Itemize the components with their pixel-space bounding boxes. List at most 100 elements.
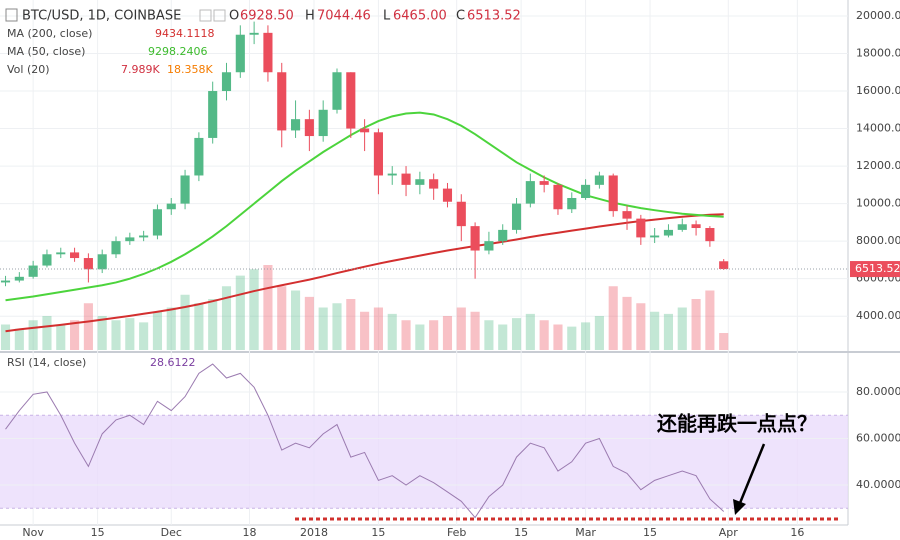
icon: [199, 9, 212, 22]
candle-body: [442, 188, 453, 202]
candle-body: [263, 32, 273, 73]
volume-bar: [401, 320, 411, 350]
volume-bar: [470, 311, 480, 350]
candle-body: [152, 209, 163, 236]
candle-body: [470, 226, 480, 251]
candle-body: [166, 203, 176, 210]
candle-body: [111, 241, 121, 255]
candle-body: [553, 184, 563, 210]
candle-body: [636, 218, 646, 238]
x-tick-label: 15: [643, 526, 657, 539]
volume-bar: [221, 286, 232, 350]
y-tick-label: 60.0000: [856, 431, 900, 444]
candle-body: [511, 203, 522, 230]
volume-bar: [429, 320, 439, 350]
volume-bar: [608, 286, 618, 350]
volume-bar: [249, 269, 259, 350]
candle-body: [0, 280, 11, 283]
x-tick-label: 15: [91, 526, 105, 539]
volume-bar: [111, 320, 121, 350]
candle-body: [567, 197, 577, 210]
candle-body: [691, 224, 701, 229]
quote-key: C: [456, 9, 465, 24]
icon: [213, 9, 226, 22]
candle-body: [221, 72, 232, 92]
volume-bar: [373, 307, 383, 350]
x-tick-label: Dec: [161, 526, 182, 539]
candle-body: [235, 34, 245, 73]
candle-body: [83, 258, 93, 270]
volume-bar: [456, 307, 466, 350]
volume-bar: [636, 303, 646, 350]
candle-body: [180, 175, 190, 204]
candle-body: [484, 241, 494, 251]
volume-bar: [691, 299, 701, 350]
quote-key: L: [383, 9, 391, 24]
volume-bar: [484, 320, 494, 350]
candle-body: [139, 235, 149, 238]
volume-bar: [360, 311, 370, 350]
candle-body: [429, 179, 439, 189]
volume-bar: [166, 307, 176, 350]
candle-body: [208, 91, 218, 138]
volume-bar: [180, 294, 190, 350]
candle-body: [346, 72, 356, 129]
volume-bar: [194, 303, 204, 350]
volume-bar: [442, 316, 453, 350]
volume-bar: [42, 316, 52, 350]
volume-bar: [56, 324, 66, 350]
legend-value: 9298.2406: [148, 45, 208, 58]
y-tick-label: 40.0000: [856, 478, 900, 491]
x-tick-label: Mar: [575, 526, 596, 539]
candle-body: [332, 72, 342, 110]
candle-body: [14, 276, 24, 281]
candle-body: [401, 173, 411, 185]
volume-bar: [14, 328, 24, 350]
volume-bar: [263, 265, 273, 350]
candle-body: [498, 229, 508, 242]
price-tag-label: 6513.52: [855, 262, 900, 275]
volume-bar: [719, 333, 729, 350]
y-tick-label: 8000.00: [856, 234, 900, 247]
y-tick-label: 12000.00: [856, 159, 900, 172]
legend-label: MA (200, close): [7, 27, 92, 40]
volume-bar: [304, 296, 314, 350]
candle-body: [456, 201, 466, 227]
volume-bar: [567, 326, 577, 350]
volume-bar: [498, 324, 508, 350]
candle-body: [622, 211, 632, 219]
candle-body: [608, 175, 618, 212]
volume-bar: [525, 313, 535, 350]
icon: [5, 8, 18, 22]
y-tick-label: 14000.00: [856, 122, 900, 135]
volume-bar: [650, 311, 660, 350]
y-tick-label: 4000.00: [856, 309, 900, 322]
y-tick-label: 10000.00: [856, 197, 900, 210]
volume-bar: [415, 324, 425, 350]
volume-bar: [235, 275, 245, 350]
volume-bar: [594, 316, 604, 350]
legend-label: MA (50, close): [7, 45, 85, 58]
volume-bar: [581, 322, 591, 350]
quote-value: 6513.52: [467, 9, 521, 24]
candle-body: [277, 72, 287, 131]
x-tick-label: 16: [790, 526, 804, 539]
candle-body: [194, 137, 204, 176]
x-tick-label: Apr: [719, 526, 739, 539]
arrow-head: [733, 499, 746, 515]
chart-title: BTC/USD, 1D, COINBASE: [22, 9, 181, 24]
candle-body: [56, 252, 66, 255]
volume-bar: [539, 320, 549, 350]
volume-bar: [387, 313, 397, 350]
volume-bar: [277, 286, 287, 350]
y-tick-label: 16000.00: [856, 84, 900, 97]
volume-bar: [208, 299, 218, 350]
x-tick-label: Nov: [22, 526, 44, 539]
x-tick-label: 2018: [300, 526, 328, 539]
legend-label: RSI (14, close): [7, 356, 86, 369]
price-tag: [850, 261, 900, 278]
volume-bar: [318, 307, 328, 350]
volume-bar: [622, 296, 632, 350]
